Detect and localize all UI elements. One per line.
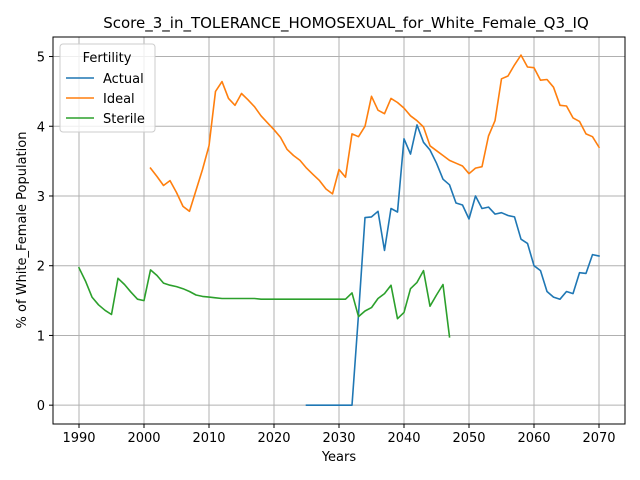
- x-tick-label: 1990: [62, 431, 95, 446]
- x-axis-label: Years: [321, 450, 357, 465]
- x-tick-label: 2050: [452, 431, 485, 446]
- legend: Fertility Actual Ideal Sterile: [59, 43, 156, 133]
- legend-label-sterile: Sterile: [103, 112, 145, 127]
- legend-label-ideal: Ideal: [103, 92, 135, 107]
- y-tick-label: 1: [37, 329, 45, 344]
- y-axis-label: % of White_Female Population: [15, 132, 30, 329]
- y-tick-label: 0: [37, 399, 45, 414]
- y-tick-label: 5: [37, 51, 45, 66]
- chart-title: Score_3_in_TOLERANCE_HOMOSEXUAL_for_Whit…: [103, 14, 589, 33]
- x-tick-label: 2020: [257, 431, 290, 446]
- y-tick-label: 2: [37, 260, 45, 275]
- x-tick-label: 2060: [517, 431, 550, 446]
- series-line-sterile: [77, 266, 451, 338]
- x-tick-label: 2000: [127, 431, 160, 446]
- series-line-ideal: [149, 54, 601, 213]
- y-tick-label: 4: [37, 120, 45, 135]
- x-tick-label: 2010: [192, 431, 225, 446]
- legend-title: Fertility: [83, 51, 132, 66]
- series-line-actual: [305, 124, 600, 407]
- x-tick-label: 2070: [582, 431, 615, 446]
- series-group: [77, 54, 601, 407]
- legend-label-actual: Actual: [103, 72, 144, 87]
- legend-frame: [59, 43, 156, 133]
- x-tick-label: 2040: [387, 431, 420, 446]
- y-tick-label: 3: [37, 190, 45, 205]
- x-tick-label: 2030: [322, 431, 355, 446]
- ticks: 1990 2000 2010 2020 2030 2040 2050 2060 2070 0 1 2 3…: [37, 51, 616, 446]
